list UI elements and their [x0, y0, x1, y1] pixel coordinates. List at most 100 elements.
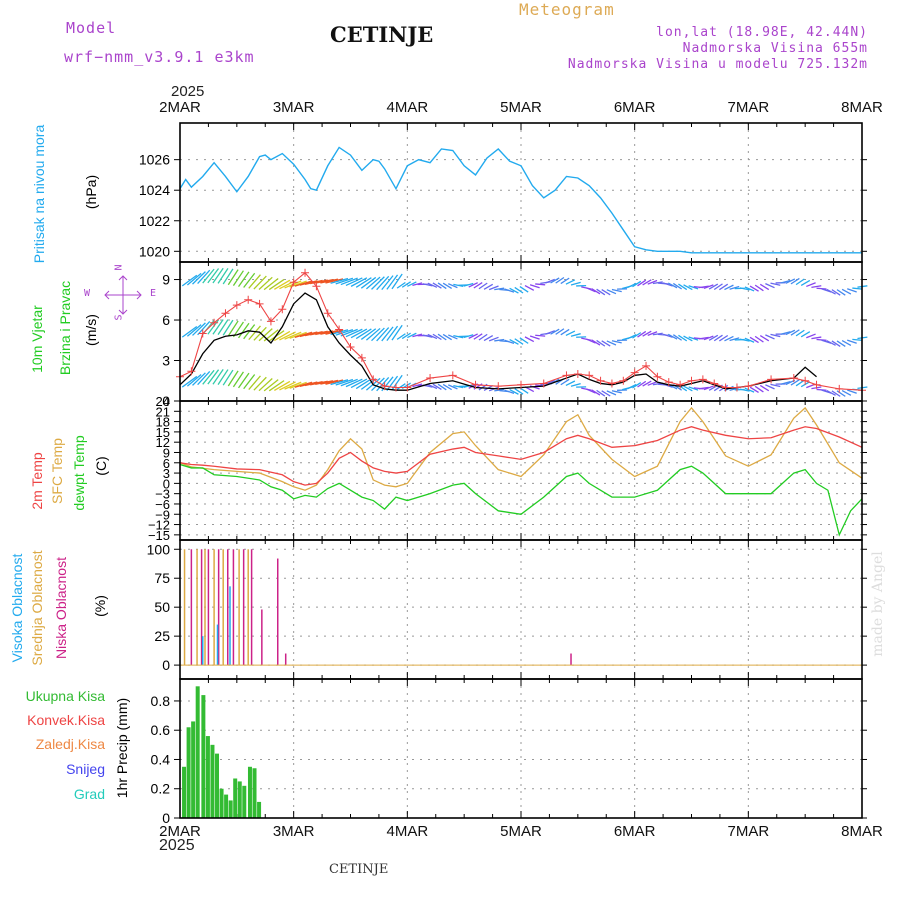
- wind-arrow: [852, 338, 863, 342]
- wind-arrow: [744, 286, 755, 292]
- wind-arrow: [662, 333, 673, 338]
- wind-arrow: [320, 329, 339, 335]
- wind-arrow: [207, 369, 220, 385]
- wind-arrow: [360, 276, 377, 289]
- wind-gust-line: [179, 272, 863, 391]
- precip-legend-hail: Grad: [73, 786, 105, 802]
- wind-arrow: [268, 380, 285, 392]
- wind-arrow: [652, 281, 663, 285]
- wind-arrow: [596, 339, 606, 347]
- wind-arrow: [765, 384, 775, 390]
- temp-tick-label: 6: [163, 456, 170, 471]
- wind-arrow: [212, 369, 224, 385]
- wind-arrow: [586, 287, 596, 293]
- wind-gust-marker: [357, 353, 366, 362]
- wind-arrow: [453, 335, 464, 339]
- x-tick-label: 2MAR: [159, 99, 201, 116]
- temp-tick-label: 9: [163, 445, 170, 460]
- temp-tick-label: 3: [163, 466, 170, 481]
- temp-tick-label: 12: [156, 435, 170, 450]
- wind-arrow: [565, 380, 576, 386]
- wind-arrow: [560, 277, 570, 285]
- wind-arrow: [708, 283, 719, 290]
- wind-arrow: [652, 332, 663, 336]
- wind-gust-marker: [744, 382, 753, 391]
- wind-arrow: [800, 279, 811, 287]
- wind-arrow: [386, 325, 399, 342]
- wind-arrow: [703, 335, 714, 341]
- temp-tick-label: 15: [156, 425, 170, 440]
- wind-arrow: [407, 281, 417, 287]
- wind-arrow: [442, 282, 453, 289]
- wind-arrow: [212, 267, 224, 284]
- wind-gust-marker: [721, 383, 730, 392]
- wind-arrow: [483, 283, 494, 290]
- wind-gust-marker: [698, 375, 707, 384]
- wind-arrow: [355, 328, 372, 340]
- wind-arrow: [816, 287, 827, 290]
- x-tick-label: 4MAR: [386, 823, 429, 840]
- wind-arrow: [759, 283, 770, 291]
- wind-arrow: [683, 385, 693, 392]
- wind-arrow: [550, 277, 560, 284]
- wind-arrow: [217, 369, 229, 385]
- wind-arrow: [447, 384, 458, 390]
- wind-gust-marker: [426, 374, 435, 383]
- precip-bar: [257, 801, 262, 818]
- wind-arrow: [284, 331, 302, 340]
- wind-arrow: [315, 278, 334, 284]
- temp-tick-label: −6: [155, 497, 170, 512]
- wind-gust-marker: [346, 343, 355, 352]
- wind-arrow: [263, 379, 279, 392]
- wind-gust-marker: [812, 380, 821, 389]
- wind-arrow: [672, 282, 683, 290]
- wind-arrow: [831, 390, 841, 397]
- model-label: Model: [66, 19, 117, 37]
- station-title: CETINJE: [330, 22, 434, 47]
- temp-tick-label: −12: [148, 518, 170, 533]
- wind-arrows: [181, 267, 868, 397]
- wind-arrow: [376, 327, 390, 342]
- wind-arrow: [688, 285, 699, 290]
- wind-arrow: [826, 390, 836, 396]
- wind-arrow: [749, 386, 759, 394]
- wind-arrow: [274, 330, 291, 342]
- wind-arrow: [432, 333, 442, 341]
- wind-arrow: [350, 277, 368, 287]
- wind-arrow: [268, 278, 285, 291]
- pressure-line: [179, 146, 862, 254]
- wind-arrow: [759, 384, 770, 392]
- x-tick-label: 2MAR: [159, 823, 201, 840]
- wind-arrow: [759, 334, 770, 342]
- temp-tick-label: 18: [156, 415, 170, 430]
- wind-arrow: [453, 283, 464, 288]
- wind-arrow: [258, 328, 273, 342]
- wind-arrow: [371, 276, 385, 290]
- x-tick-label: 6MAR: [613, 99, 656, 116]
- wind-arrow: [320, 379, 339, 385]
- wind-tick-label: 0: [162, 393, 170, 409]
- wind-arrow: [529, 335, 540, 340]
- wind-arrow: [186, 324, 202, 337]
- wind-arrow: [253, 376, 267, 391]
- wind-arrow: [509, 287, 519, 294]
- wind-arrow: [186, 272, 202, 286]
- wind-gust-marker: [664, 378, 673, 387]
- credit-label: made by Angel: [870, 551, 886, 657]
- wind-arrow: [207, 319, 220, 335]
- wind-arrow: [192, 322, 206, 336]
- wind-arrow: [560, 378, 570, 386]
- wind-arrow: [335, 328, 354, 336]
- pressure-tick-label: 1026: [139, 152, 170, 168]
- wind-arrow: [550, 328, 560, 335]
- wind-gust-marker: [221, 309, 230, 318]
- wind-gust-marker: [278, 305, 287, 314]
- model-name: wrf−nmm_v3.9.1 e3km: [64, 48, 255, 66]
- wind-arrow: [606, 289, 617, 295]
- wind-arrow: [422, 283, 433, 287]
- wind-arrow: [811, 285, 822, 289]
- year-label-bottom: 2025: [159, 837, 195, 854]
- wind-arrow: [811, 336, 822, 340]
- wind-arrow: [724, 284, 734, 291]
- wind-arrow: [335, 277, 354, 285]
